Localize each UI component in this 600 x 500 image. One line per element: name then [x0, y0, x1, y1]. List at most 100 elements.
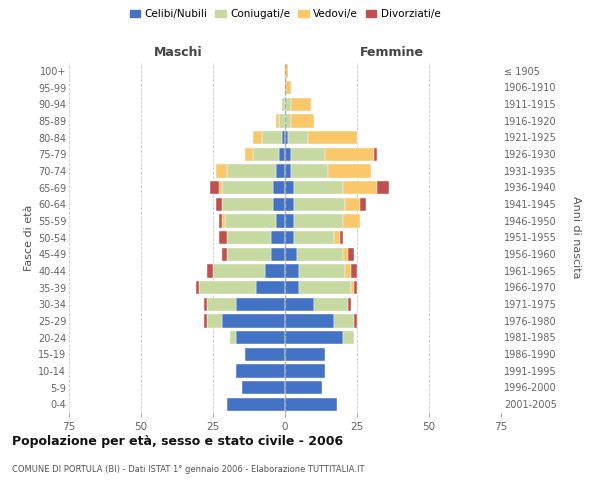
Bar [236, 364, 285, 378]
Bar [285, 264, 299, 278]
Bar [221, 314, 285, 328]
Bar [199, 281, 256, 294]
Bar [253, 131, 262, 144]
Bar [328, 164, 371, 177]
Bar [219, 214, 221, 228]
Bar [207, 264, 213, 278]
Bar [216, 198, 221, 211]
Bar [308, 131, 357, 144]
Bar [227, 164, 277, 177]
Bar [340, 231, 343, 244]
Text: Maschi: Maschi [154, 46, 203, 59]
Bar [236, 331, 285, 344]
Bar [285, 98, 291, 111]
Bar [334, 231, 340, 244]
Y-axis label: Fasce di età: Fasce di età [23, 204, 34, 270]
Bar [245, 348, 285, 361]
Bar [274, 198, 285, 211]
Bar [262, 131, 282, 144]
Bar [277, 214, 285, 228]
Bar [291, 98, 311, 111]
Bar [282, 131, 285, 144]
Bar [343, 331, 354, 344]
Bar [253, 148, 279, 161]
Bar [271, 248, 285, 261]
Bar [343, 214, 360, 228]
Bar [293, 181, 343, 194]
Bar [221, 214, 224, 228]
Bar [349, 248, 354, 261]
Bar [293, 214, 343, 228]
Bar [282, 98, 285, 111]
Y-axis label: Anni di nascita: Anni di nascita [571, 196, 581, 278]
Bar [285, 381, 322, 394]
Bar [325, 148, 374, 161]
Bar [343, 181, 377, 194]
Bar [285, 231, 293, 244]
Bar [354, 314, 357, 328]
Bar [277, 164, 285, 177]
Bar [221, 181, 274, 194]
Bar [285, 281, 299, 294]
Bar [288, 131, 308, 144]
Bar [227, 231, 271, 244]
Bar [291, 164, 328, 177]
Bar [227, 398, 285, 411]
Bar [346, 264, 351, 278]
Bar [354, 281, 357, 294]
Bar [277, 114, 279, 128]
Bar [351, 281, 354, 294]
Bar [279, 148, 285, 161]
Bar [293, 198, 346, 211]
Bar [293, 231, 334, 244]
Legend: Celibi/Nubili, Coniugati/e, Vedovi/e, Divorziati/e: Celibi/Nubili, Coniugati/e, Vedovi/e, Di… [125, 5, 445, 24]
Bar [285, 364, 325, 378]
Bar [285, 214, 293, 228]
Bar [221, 248, 227, 261]
Bar [285, 81, 291, 94]
Bar [207, 314, 221, 328]
Bar [285, 64, 288, 78]
Bar [377, 181, 389, 194]
Bar [291, 114, 314, 128]
Bar [265, 264, 285, 278]
Bar [285, 198, 293, 211]
Bar [210, 181, 219, 194]
Bar [285, 181, 293, 194]
Bar [219, 181, 221, 194]
Bar [219, 231, 227, 244]
Bar [343, 248, 349, 261]
Bar [285, 331, 343, 344]
Bar [196, 281, 199, 294]
Bar [314, 298, 349, 311]
Bar [256, 281, 285, 294]
Bar [299, 281, 351, 294]
Bar [285, 314, 334, 328]
Bar [242, 381, 285, 394]
Bar [205, 298, 207, 311]
Bar [285, 348, 325, 361]
Bar [291, 148, 325, 161]
Bar [213, 264, 265, 278]
Text: Femmine: Femmine [359, 46, 424, 59]
Bar [274, 181, 285, 194]
Bar [285, 298, 314, 311]
Bar [236, 298, 285, 311]
Text: COMUNE DI PORTULA (BI) - Dati ISTAT 1° gennaio 2006 - Elaborazione TUTTITALIA.IT: COMUNE DI PORTULA (BI) - Dati ISTAT 1° g… [12, 465, 365, 474]
Bar [285, 114, 291, 128]
Bar [230, 331, 236, 344]
Bar [245, 148, 253, 161]
Bar [351, 264, 357, 278]
Bar [279, 114, 285, 128]
Bar [207, 298, 236, 311]
Bar [216, 164, 227, 177]
Bar [285, 164, 291, 177]
Bar [334, 314, 354, 328]
Bar [221, 198, 274, 211]
Text: Popolazione per età, sesso e stato civile - 2006: Popolazione per età, sesso e stato civil… [12, 435, 343, 448]
Bar [271, 231, 285, 244]
Bar [285, 148, 291, 161]
Bar [299, 264, 346, 278]
Bar [285, 398, 337, 411]
Bar [224, 214, 277, 228]
